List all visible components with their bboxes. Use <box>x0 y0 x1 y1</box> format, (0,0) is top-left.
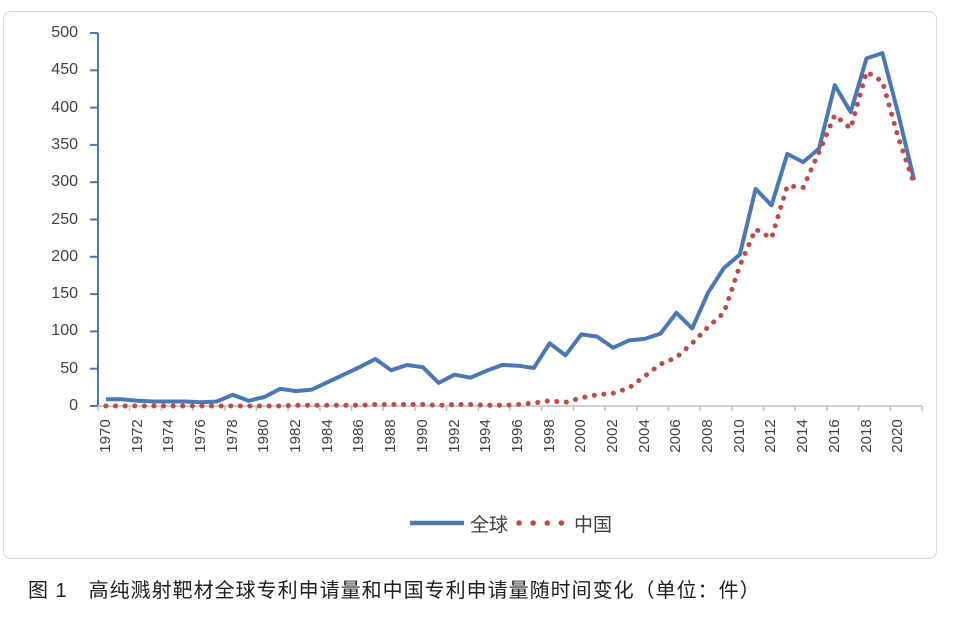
y-tick-label: 200 <box>51 247 78 265</box>
x-tick-label: 2002 <box>604 419 621 453</box>
x-tick-label: 1974 <box>160 419 178 453</box>
x-tick-label: 2016 <box>825 419 843 453</box>
x-tick-label: 1972 <box>128 419 146 453</box>
legend-item-china: 中国 <box>514 510 612 537</box>
y-tick-label: 450 <box>51 61 78 79</box>
x-tick-label: 2018 <box>857 419 875 453</box>
x-tick-label: 1984 <box>318 419 336 453</box>
x-tick-label: 1990 <box>413 419 431 453</box>
x-tick-label: 1970 <box>96 419 114 453</box>
x-tick-label: 1988 <box>382 419 400 453</box>
legend-item-global: 全球 <box>408 510 508 537</box>
chart-frame: 0 50 100 150 200 250 300 350 400 450 500 1970 1972 1… <box>3 11 937 559</box>
x-tick-label: 2010 <box>730 419 748 453</box>
figure-caption: 图 1 高纯溅射靶材全球专利申请量和中国专利申请量随时间变化（单位：件） <box>28 580 761 602</box>
x-tick-label: 1986 <box>350 419 368 453</box>
x-tick-label: 2014 <box>794 419 812 453</box>
x-tick-label: 2008 <box>699 419 717 453</box>
y-tick-label: 300 <box>51 173 78 191</box>
x-tick-label: 2004 <box>635 419 653 453</box>
x-tick-label: 1982 <box>287 419 305 453</box>
y-tick-label: 500 <box>51 24 78 41</box>
x-tick-label: 1980 <box>255 419 273 453</box>
y-tick-label: 50 <box>60 359 78 377</box>
x-tick-label: 1976 <box>192 419 209 453</box>
x-tick-label: 2000 <box>572 419 590 453</box>
x-tick-label: 2006 <box>667 419 685 453</box>
x-tick-label: 1994 <box>477 419 495 453</box>
x-tick-label: 2012 <box>762 419 780 453</box>
legend-label-global: 全球 <box>469 514 508 536</box>
x-tick-label: 1998 <box>540 419 558 453</box>
x-tick-label: 2020 <box>889 419 907 453</box>
china-dotted-sample-icon <box>516 520 570 526</box>
legend-label-china: 中国 <box>574 514 613 536</box>
y-tick-label: 150 <box>51 285 78 303</box>
global-series-line <box>105 51 917 405</box>
y-tick-label: 100 <box>51 322 78 340</box>
y-tick-label: 400 <box>51 98 78 116</box>
x-tick-label: 1996 <box>508 419 526 453</box>
china-series-line <box>103 69 917 409</box>
plot-area <box>90 32 923 411</box>
x-tick-label: 1978 <box>223 419 241 453</box>
y-tick-label: 0 <box>69 397 78 414</box>
legend: 全球 中国 <box>98 508 922 538</box>
x-tick-label: 1992 <box>445 419 463 453</box>
y-tick-label: 250 <box>51 210 78 228</box>
global-line-sample-icon <box>409 520 464 526</box>
y-tick-label: 350 <box>51 135 78 153</box>
